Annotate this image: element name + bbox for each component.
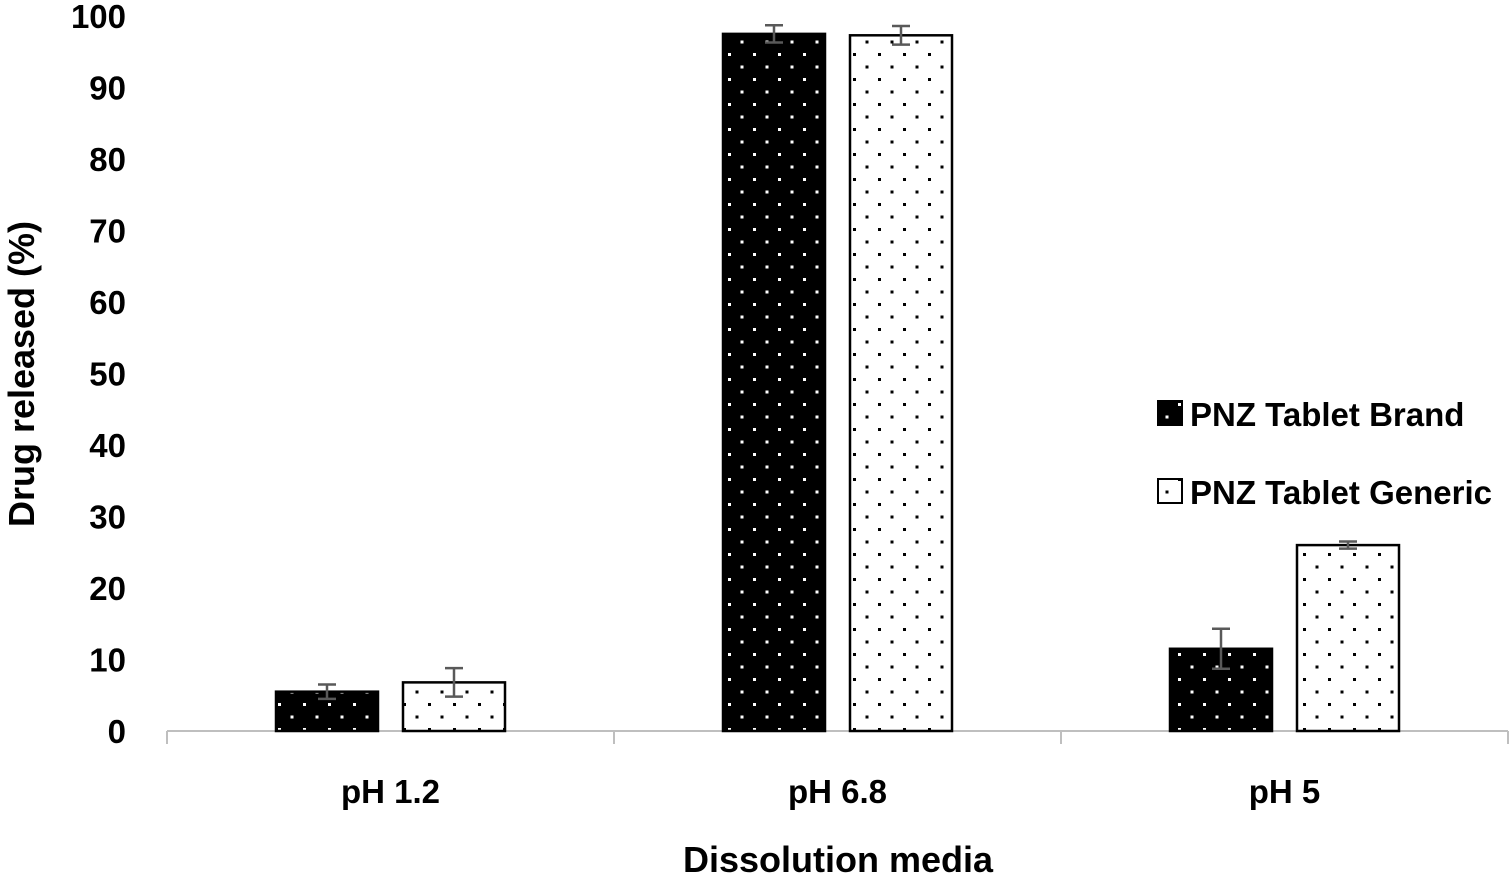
legend: PNZ Tablet Brand PNZ Tablet Generic <box>1157 396 1492 511</box>
legend-label-brand: PNZ Tablet Brand <box>1190 396 1464 433</box>
error-bar-brand-1 <box>765 24 783 44</box>
y-tick-label: 100 <box>71 0 126 35</box>
error-bar-generic-1 <box>892 24 910 46</box>
y-tick-label: 80 <box>89 141 126 178</box>
error-bar-brand-0 <box>318 683 336 701</box>
y-axis-title: Drug released (%) <box>1 221 42 527</box>
y-tick-label: 40 <box>89 427 126 464</box>
y-tick-label: 0 <box>108 713 126 750</box>
bar-brand-2 <box>1168 647 1274 733</box>
bars <box>274 32 1401 733</box>
y-tick-label: 50 <box>89 356 126 393</box>
bar-generic-2 <box>1295 543 1401 733</box>
y-tick-label: 70 <box>89 213 126 250</box>
error-bar-generic-2 <box>1339 540 1357 550</box>
x-tick-label: pH 6.8 <box>788 773 887 810</box>
bar-brand-1 <box>721 32 827 733</box>
legend-label-generic: PNZ Tablet Generic <box>1190 474 1492 511</box>
legend-swatch-generic <box>1157 478 1183 504</box>
x-tick-label: pH 5 <box>1249 773 1321 810</box>
x-tick-label: pH 1.2 <box>341 773 440 810</box>
y-axis-tick-labels: 0 10 20 30 40 50 60 70 80 90 100 <box>71 0 126 750</box>
error-bar-brand-2 <box>1212 627 1230 671</box>
y-tick-label: 30 <box>89 499 126 536</box>
y-tick-label: 90 <box>89 70 126 107</box>
x-axis-tick-labels: pH 1.2 pH 6.8 pH 5 <box>341 773 1320 810</box>
bar-generic-1 <box>848 34 954 733</box>
error-bars <box>318 24 1357 701</box>
x-axis-title: Dissolution media <box>683 839 994 874</box>
y-tick-label: 10 <box>89 642 126 679</box>
error-bar-generic-0 <box>445 666 463 698</box>
y-tick-label: 60 <box>89 284 126 321</box>
y-tick-label: 20 <box>89 570 126 607</box>
x-axis <box>166 730 1509 744</box>
legend-swatch-brand <box>1157 400 1183 426</box>
